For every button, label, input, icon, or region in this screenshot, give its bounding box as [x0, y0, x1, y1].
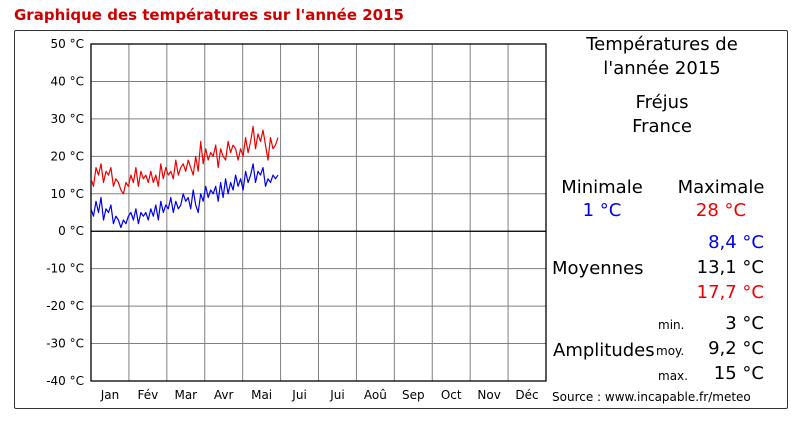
page-title: Graphique des températures sur l'année 2…	[14, 6, 404, 24]
y-tick-label: 40 °C	[51, 74, 84, 88]
avg-min-value: 8,4 °C	[708, 232, 764, 253]
amp-max-label: max.	[658, 369, 688, 383]
amp-min-value: 3 °C	[725, 313, 764, 334]
x-tick-label: Nov	[477, 388, 500, 402]
y-axis-labels: 50 °C 40 °C 30 °C 20 °C 10 °C 0 °C -10 °C -20 °…	[46, 37, 84, 388]
country-name: France	[632, 116, 692, 137]
amp-max-value: 15 °C	[713, 363, 764, 384]
x-tick-label: Aoû	[364, 388, 387, 402]
y-tick-label: -20 °C	[46, 299, 84, 313]
max-label: Maximale	[677, 177, 765, 198]
min-label: Minimale	[561, 177, 643, 198]
x-tick-label: Jui	[291, 388, 306, 402]
x-tick-label: Avr	[214, 388, 234, 402]
avg-mean-value: 13,1 °C	[696, 257, 764, 278]
min-temperature-line	[90, 163, 279, 229]
avg-max-value: 17,7 °C	[696, 282, 764, 303]
series-group	[90, 125, 279, 229]
amplitudes-label: Amplitudes	[553, 340, 655, 361]
source-credit: Source : www.incapable.fr/meteo	[552, 390, 751, 404]
max-value: 28 °C	[695, 200, 747, 221]
grid	[90, 43, 547, 382]
x-tick-label: Mar	[174, 388, 197, 402]
amp-min-label: min.	[658, 318, 685, 332]
y-tick-label: 10 °C	[51, 187, 84, 201]
y-tick-label: -40 °C	[46, 374, 84, 388]
y-tick-label: 50 °C	[51, 37, 84, 51]
chart-frame	[14, 30, 788, 409]
y-tick-label: -10 °C	[46, 262, 84, 276]
y-tick-label: 0 °C	[58, 224, 84, 238]
max-temperature-line	[90, 125, 279, 195]
y-tick-label: 20 °C	[51, 149, 84, 163]
y-tick-label: -30 °C	[46, 337, 84, 351]
amp-avg-label: moy.	[656, 344, 685, 358]
min-value: 1 °C	[582, 200, 622, 221]
x-tick-label: Mai	[251, 388, 272, 402]
x-tick-label: Jui	[329, 388, 344, 402]
averages-label: Moyennes	[552, 258, 644, 279]
x-tick-label: Déc	[515, 388, 538, 402]
x-tick-label: Sep	[402, 388, 425, 402]
x-tick-label: Oct	[441, 388, 462, 402]
x-axis-labels: Jan Fév Mar Avr Mai Jui Jui Aoû Sep Oct Nov Déc	[100, 388, 539, 402]
y-tick-label: 30 °C	[51, 112, 84, 126]
panel-title-line1: Températures de	[586, 34, 738, 55]
panel-title-line2: l'année 2015	[603, 58, 721, 79]
x-tick-label: Jan	[100, 388, 120, 402]
x-tick-label: Fév	[138, 388, 159, 402]
plot-border	[90, 43, 547, 382]
amp-avg-value: 9,2 °C	[708, 338, 764, 359]
city-name: Fréjus	[635, 92, 689, 113]
